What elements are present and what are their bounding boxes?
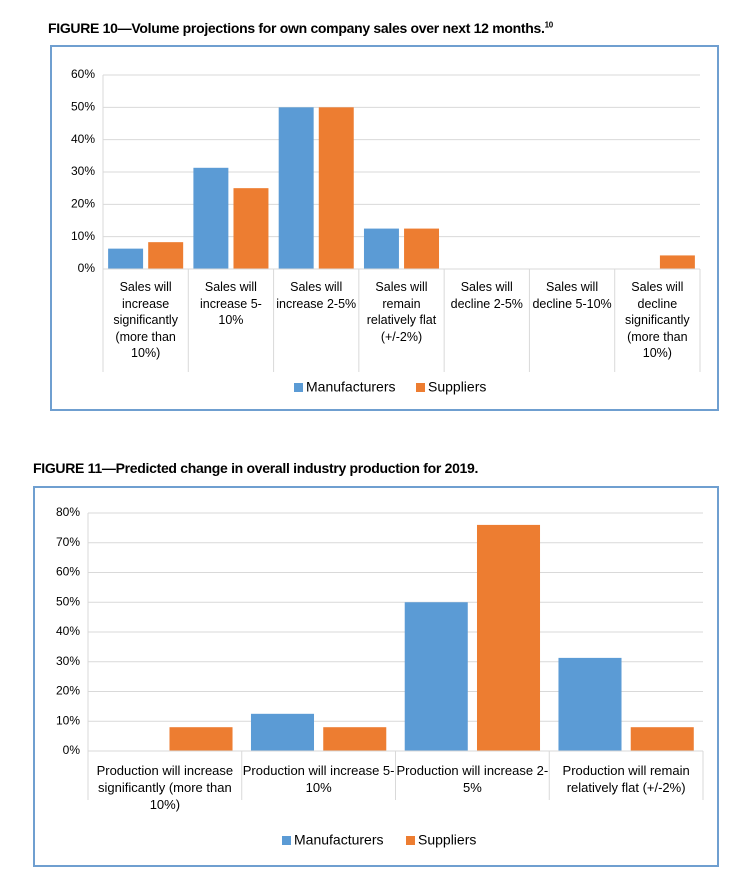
x-tick-label: Sales will decline significantly (more t… xyxy=(625,280,690,360)
x-tick-label: Sales will increase 2-5% xyxy=(276,280,357,311)
bar xyxy=(659,255,695,269)
bar xyxy=(278,107,314,269)
x-tick-label: Sales will remain relatively flat (+/-2%… xyxy=(366,280,437,344)
y-tick-label: 50% xyxy=(71,100,95,114)
legend-label: Manufacturers xyxy=(306,379,395,395)
figure-heading: FIGURE 11—Predicted change in overall in… xyxy=(33,460,478,476)
chart-title: FIGURE 10—Volume projections for own com… xyxy=(48,20,545,36)
x-tick-label: Sales will decline 5-10% xyxy=(532,280,612,311)
y-tick-label: 10% xyxy=(56,713,80,727)
chart-frame xyxy=(50,45,719,411)
chart-frame xyxy=(33,486,719,867)
x-tick-label: Sales will decline 2-5% xyxy=(450,280,523,311)
y-tick-label: 20% xyxy=(71,197,95,211)
y-tick-label: 10% xyxy=(71,229,95,243)
x-tick-label: Sales will increase 5-10% xyxy=(200,280,262,327)
bar xyxy=(250,713,315,751)
legend-label: Manufacturers xyxy=(294,832,383,848)
x-tick-label: Production will increase significantly (… xyxy=(96,763,234,812)
bar xyxy=(404,602,468,751)
x-tick-label: Production will increase 5-10% xyxy=(242,763,395,795)
legend-swatch xyxy=(282,836,291,845)
bar xyxy=(558,657,622,751)
y-tick-label: 20% xyxy=(56,684,80,698)
legend-label: Suppliers xyxy=(418,832,476,848)
y-tick-label: 40% xyxy=(71,132,95,146)
x-tick-label: Production will increase 2-5% xyxy=(396,763,549,795)
bar xyxy=(169,727,233,751)
x-tick-label: Production will remain relatively flat (… xyxy=(562,763,690,795)
bar xyxy=(363,228,399,269)
bar xyxy=(323,727,387,751)
x-tick-label: Sales will increase significantly (more … xyxy=(113,280,178,360)
bar xyxy=(318,107,354,269)
figure-heading: FIGURE 10—Volume projections for own com… xyxy=(48,20,553,36)
y-tick-label: 60% xyxy=(56,565,80,579)
y-tick-label: 30% xyxy=(56,654,80,668)
bar xyxy=(148,242,184,269)
bar xyxy=(630,727,694,751)
y-tick-label: 50% xyxy=(56,594,80,608)
bar xyxy=(476,524,541,751)
legend-swatch xyxy=(406,836,415,845)
y-tick-label: 60% xyxy=(71,67,95,81)
y-tick-label: 70% xyxy=(56,535,80,549)
legend-swatch xyxy=(294,383,303,392)
y-tick-label: 40% xyxy=(56,624,80,638)
y-tick-label: 80% xyxy=(56,505,80,519)
bar xyxy=(233,188,269,269)
legend-label: Suppliers xyxy=(428,379,486,395)
bar xyxy=(193,167,229,269)
chart-title: FIGURE 11—Predicted change in overall in… xyxy=(33,460,479,476)
y-tick-label: 0% xyxy=(78,261,96,275)
y-tick-label: 0% xyxy=(63,743,81,757)
footnote-ref: 10 xyxy=(544,20,554,30)
bar xyxy=(108,248,144,269)
legend-swatch xyxy=(416,383,425,392)
bar xyxy=(404,228,440,269)
y-tick-label: 30% xyxy=(71,164,95,178)
